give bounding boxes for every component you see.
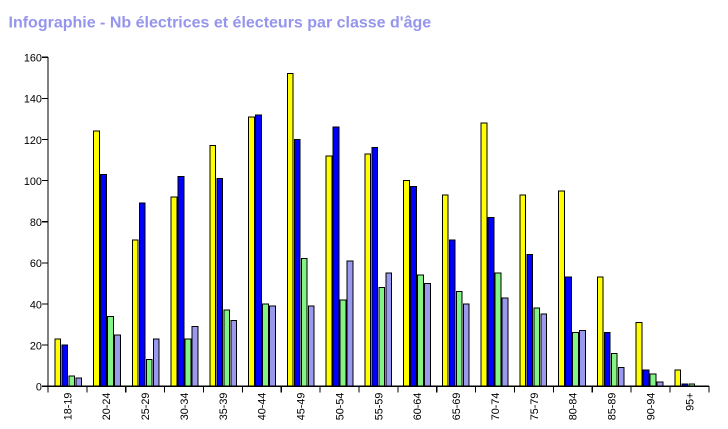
svg-text:20: 20 (30, 340, 42, 352)
svg-text:Infographie - Nb électrices et: Infographie - Nb électrices et électeurs… (9, 15, 432, 32)
svg-text:25-29: 25-29 (140, 393, 152, 421)
svg-text:18-19: 18-19 (62, 393, 74, 421)
svg-text:160: 160 (24, 53, 42, 65)
svg-text:45-49: 45-49 (296, 393, 308, 421)
svg-text:120: 120 (24, 135, 42, 147)
svg-text:0: 0 (36, 382, 42, 394)
svg-text:60: 60 (30, 258, 42, 270)
svg-text:55-59: 55-59 (373, 393, 385, 421)
svg-text:140: 140 (24, 94, 42, 106)
svg-text:75-79: 75-79 (529, 393, 541, 421)
svg-text:20-24: 20-24 (101, 393, 113, 421)
svg-text:95+: 95+ (684, 393, 696, 411)
svg-text:90-94: 90-94 (645, 393, 657, 421)
svg-text:40: 40 (30, 299, 42, 311)
svg-text:70-74: 70-74 (490, 393, 502, 421)
svg-text:60-64: 60-64 (412, 393, 424, 421)
svg-text:30-34: 30-34 (179, 393, 191, 421)
svg-text:65-69: 65-69 (451, 393, 463, 421)
svg-text:80-84: 80-84 (568, 393, 580, 421)
svg-text:100: 100 (24, 176, 42, 188)
svg-text:80: 80 (30, 217, 42, 229)
svg-text:40-44: 40-44 (257, 393, 269, 421)
svg-text:85-89: 85-89 (607, 393, 619, 421)
svg-text:35-39: 35-39 (218, 393, 230, 421)
svg-text:50-54: 50-54 (334, 393, 346, 421)
